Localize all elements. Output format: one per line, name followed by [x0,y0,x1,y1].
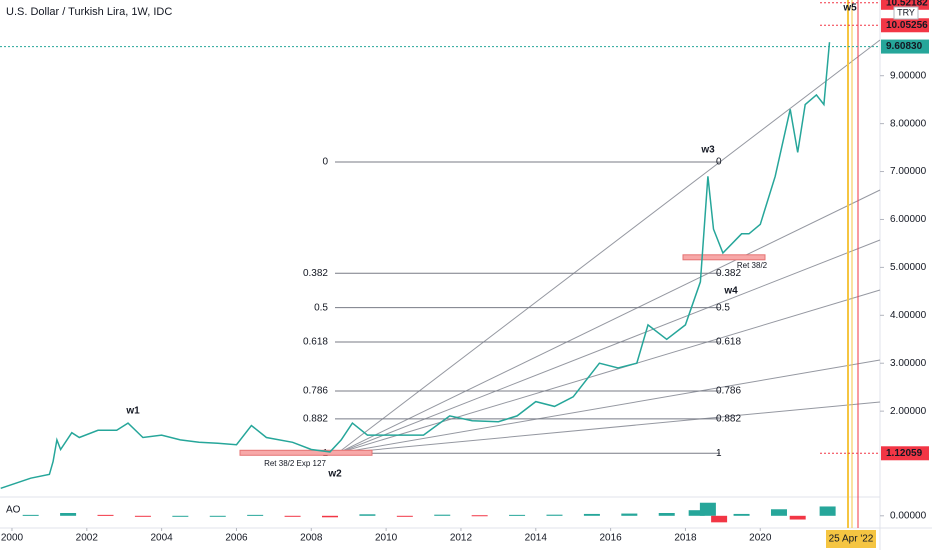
fib-label: 0 [716,157,722,168]
ao-bar [699,502,716,516]
y-tick-label: 5.00000 [890,262,927,273]
y-tick-label: 4.00000 [890,310,927,321]
annotation: w2 [327,469,342,480]
fib-label: 0.786 [716,386,741,397]
price-label: 1.12059 [886,448,923,459]
x-tick-label: 2002 [76,533,99,544]
y-tick-label: 3.00000 [890,358,927,369]
x-tick-label: 2012 [450,533,473,544]
indicator-label: AO [6,505,21,516]
annotation: Ret 38/2 [737,261,768,270]
fib-label: 0 [322,157,328,168]
fan-line [337,39,881,454]
price-label-box [881,0,929,10]
price-line [0,42,831,490]
chart-title: U.S. Dollar / Turkish Lira, 1W, IDC [6,6,172,18]
annotation: w3 [700,145,715,156]
fib-label: 0.882 [303,414,328,425]
price-label-box [881,39,929,54]
fan-line [337,359,881,454]
ao-bar [284,515,301,517]
ao-bar [396,515,413,517]
fan-line [337,239,881,454]
ao-bar [471,515,488,517]
x-tick-label: 2014 [525,533,548,544]
fan-line [337,401,881,454]
ao-bar [509,514,526,516]
fib-label: 0.618 [303,337,328,348]
y-tick-label: 6.00000 [890,214,927,225]
ao-bar [770,509,787,516]
ao-bar [711,515,728,523]
zone [682,254,766,261]
fan-line [337,289,881,454]
ao-bar [134,515,151,517]
ao-bar [733,513,750,516]
ao-bar [658,513,675,516]
x-tick-label: 2000 [1,533,24,544]
fib-label: 0.5 [716,302,730,313]
y-tick-label: 8.00000 [890,118,927,129]
price-label: 10.05256 [886,20,928,31]
ao-bar [247,514,264,516]
fib-label: 1 [716,448,722,459]
ao-bar [209,515,226,517]
price-label-box [881,446,929,461]
y-tick-label: 9.00000 [890,70,927,81]
x-tick-label: 2020 [749,533,772,544]
fan-line [337,189,881,454]
ao-bar [97,514,114,516]
x-tick-label: 2010 [375,533,398,544]
zone [239,449,373,456]
y-tick-label: 0.00000 [890,510,927,521]
fib-label: 0.882 [716,414,741,425]
x-tick-label: 2018 [674,533,697,544]
ao-bar [172,515,189,517]
y-tick-label: 7.00000 [890,166,927,177]
fib-label: 0.382 [716,268,741,279]
currency-box [893,6,919,20]
x-tick-label: 2016 [599,533,622,544]
ao-bar [583,513,600,516]
ao-bar [322,515,338,518]
fib-label: 0.382 [303,268,328,279]
annotation: w1 [125,406,140,417]
price-label: 10.52182 [886,0,928,8]
ao-bar [621,513,638,516]
date-label: 25 Apr '22 [829,534,874,545]
currency-label: TRY [897,7,915,17]
annotation: w4 [723,286,738,297]
ao-bar [789,515,806,520]
ao-bar [359,514,376,516]
x-tick-label: 2008 [300,533,323,544]
date-label-box [826,530,876,548]
price-label-box [881,18,929,33]
x-tick-label: 2004 [151,533,174,544]
y-tick-label: 2.00000 [890,406,927,417]
ao-bar [546,514,563,516]
fib-label: 0.5 [314,302,328,313]
fib-label: 0.618 [716,337,741,348]
ao-bar [434,514,451,516]
ao-bar [819,506,836,516]
x-tick-label: 2006 [225,533,248,544]
ao-bar [22,514,39,516]
ao-bar [60,513,77,516]
annotation: w5 [842,3,857,14]
ao-bar [688,510,705,516]
fib-label: 0.786 [303,386,328,397]
annotation: Ret 38/2 Exp 127 [264,459,326,468]
price-label: 9.60830 [886,41,923,52]
